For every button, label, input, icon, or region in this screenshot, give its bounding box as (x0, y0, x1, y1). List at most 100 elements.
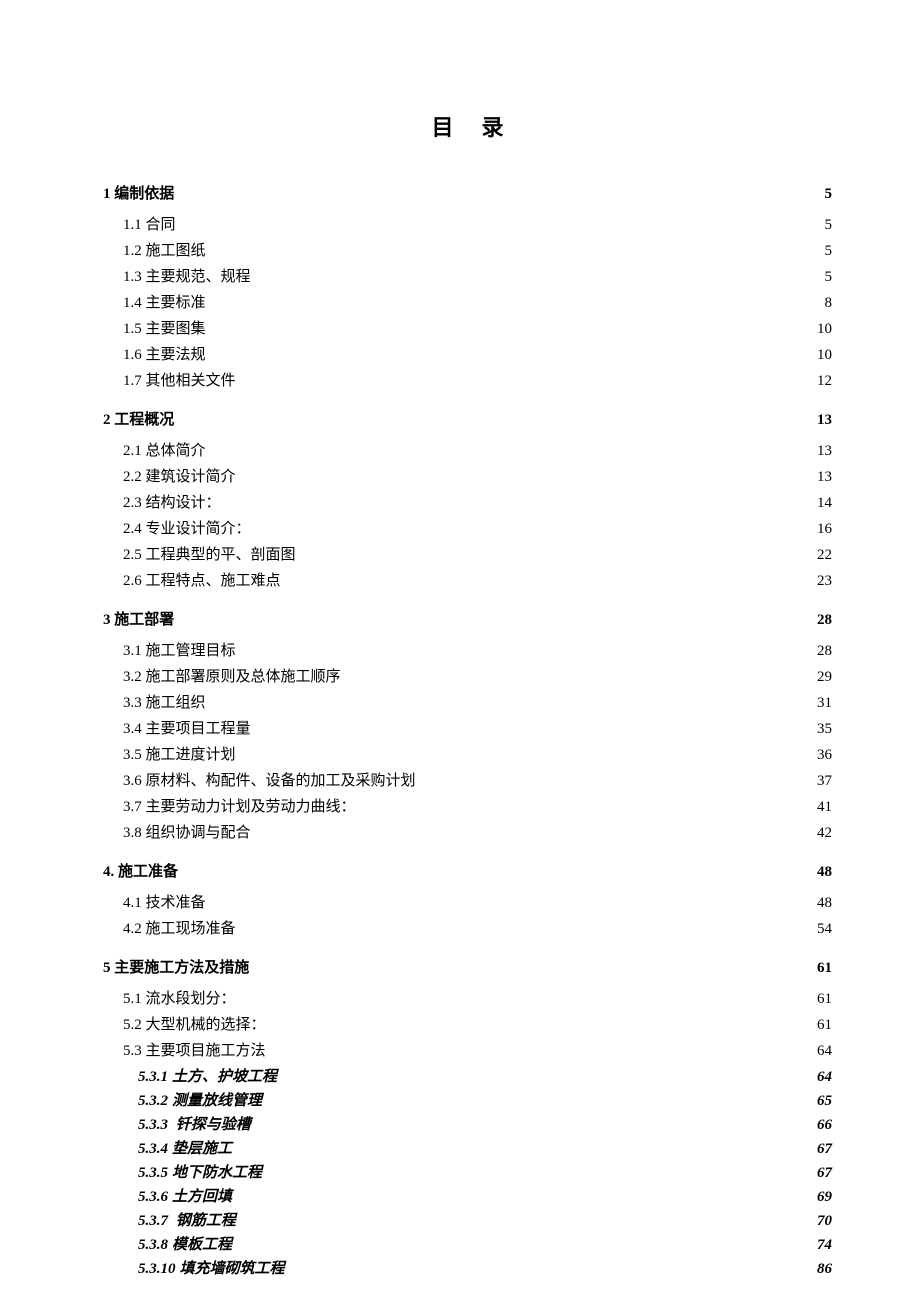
toc-entry: 3.2 施工部署原则及总体施工顺序29 (103, 665, 832, 686)
toc-entry-page: 31 (817, 695, 832, 712)
toc-entry-label: 1.3 主要规范、规程 (123, 265, 251, 286)
toc-subentry-text: 钢筋工程 (172, 1213, 236, 1229)
toc-entry-page: 12 (817, 373, 832, 390)
toc-subentry: 5.3.1土方、护坡工程64 (103, 1065, 832, 1086)
toc-subentry: 5.3.8模板工程 74 (103, 1233, 832, 1254)
toc-entry-page: 35 (817, 721, 832, 738)
toc-subentry: 5.3.6土方回填 69 (103, 1185, 832, 1206)
toc-entry-label: 2.4 专业设计简介： (123, 517, 251, 538)
toc-entry: 4.2 施工现场准备 54 (103, 917, 832, 938)
toc-subentry-text: 测量放线管理 (172, 1093, 262, 1109)
toc-subentry-number: 5.3.2 (138, 1093, 168, 1109)
toc-entry-label: 1.1 合同 (123, 213, 176, 234)
toc-entry-label: 1.2 施工图纸 (123, 239, 206, 260)
toc-subentry-number: 5.3.10 (138, 1261, 176, 1277)
toc-section-label: 3 施工部署 (103, 608, 174, 629)
toc-subentry-text: 地下防水工程 (172, 1165, 262, 1181)
toc-entry: 3.7 主要劳动力计划及劳动力曲线： 41 (103, 795, 832, 816)
toc-section-page: 13 (817, 412, 832, 429)
toc-entry: 2.4 专业设计简介： 16 (103, 517, 832, 538)
toc-subentry: 5.3.10填充墙砌筑工程86 (103, 1257, 832, 1278)
toc-subentry-text: 钎探与验槽 (172, 1117, 251, 1133)
toc-section-label: 5 主要施工方法及措施 (103, 956, 249, 977)
toc-entry: 1.2 施工图纸 5 (103, 239, 832, 260)
toc-entry-page: 10 (817, 321, 832, 338)
toc-entry-page: 5 (825, 243, 833, 260)
toc-entry-label: 3.2 施工部署原则及总体施工顺序 (123, 665, 341, 686)
toc-entry: 3.6 原材料、构配件、设备的加工及采购计划 37 (103, 769, 832, 790)
toc-entry-label: 4.1 技术准备 (123, 891, 206, 912)
toc-subentry-number: 5.3.8 (138, 1237, 168, 1253)
toc-entry-label: 2.6 工程特点、施工难点 (123, 569, 281, 590)
toc-subentry-label: 5.3.6土方回填 (138, 1185, 232, 1206)
toc-entry: 3.3 施工组织 31 (103, 691, 832, 712)
toc-entry-page: 37 (817, 773, 832, 790)
toc-entry: 2.1 总体简介 13 (103, 439, 832, 460)
toc-subentry-label: 5.3.8模板工程 (138, 1233, 232, 1254)
toc-entry-page: 61 (817, 991, 832, 1008)
toc-entry: 2.5 工程典型的平、剖面图22 (103, 543, 832, 564)
toc-subentry: 5.3.2测量放线管理 65 (103, 1089, 832, 1110)
toc-entry-page: 61 (817, 1017, 832, 1034)
toc-entry-page: 5 (825, 217, 833, 234)
toc-subentry: 5.3.4垫层施工67 (103, 1137, 832, 1158)
toc-entry-page: 13 (817, 469, 832, 486)
toc-subentry-number: 5.3.7 (138, 1213, 168, 1229)
toc-entry: 2.6 工程特点、施工难点23 (103, 569, 832, 590)
toc-entry: 2.2 建筑设计简介 13 (103, 465, 832, 486)
toc-section-page: 28 (817, 612, 832, 629)
toc-subentry-page: 74 (817, 1237, 832, 1254)
toc-entry: 3.8 组织协调与配合42 (103, 821, 832, 842)
toc-entry-label: 2.1 总体简介 (123, 439, 206, 460)
toc-entry-label: 2.2 建筑设计简介 (123, 465, 236, 486)
toc-entry-page: 16 (817, 521, 832, 538)
toc-entry-page: 28 (817, 643, 832, 660)
toc-entry-label: 3.5 施工进度计划 (123, 743, 236, 764)
toc-section-heading: 5 主要施工方法及措施61 (103, 956, 832, 977)
toc-subentry-number: 5.3.1 (138, 1069, 168, 1085)
toc-entry-label: 1.5 主要图集 (123, 317, 206, 338)
toc-entry-page: 36 (817, 747, 832, 764)
toc-entry-label: 3.7 主要劳动力计划及劳动力曲线： (123, 795, 356, 816)
toc-subentry-label: 5.3.3 钎探与验槽 (138, 1113, 251, 1134)
toc-subentry-text: 模板工程 (172, 1237, 232, 1253)
toc-subentry-number: 5.3.4 (138, 1141, 168, 1157)
toc-subentry-text: 填充墙砌筑工程 (180, 1261, 285, 1277)
toc-entry-page: 5 (825, 269, 833, 286)
toc-subentry-number: 5.3.5 (138, 1165, 168, 1181)
toc-entry-page: 64 (817, 1043, 832, 1060)
toc-subentry: 5.3.3 钎探与验槽66 (103, 1113, 832, 1134)
toc-entry-label: 3.3 施工组织 (123, 691, 206, 712)
toc-subentry-number: 5.3.6 (138, 1189, 168, 1205)
toc-subentry-page: 69 (817, 1189, 832, 1206)
toc-entry: 5.3 主要项目施工方法 64 (103, 1039, 832, 1060)
toc-subentry-number: 5.3.3 (138, 1117, 168, 1133)
toc-entry: 1.6 主要法规10 (103, 343, 832, 364)
toc-subentry: 5.3.7 钢筋工程70 (103, 1209, 832, 1230)
toc-entry: 3.4 主要项目工程量 35 (103, 717, 832, 738)
toc-entry-label: 5.2 大型机械的选择： (123, 1013, 266, 1034)
toc-section-heading: 4. 施工准备48 (103, 860, 832, 881)
toc-subentry: 5.3.5地下防水工程67 (103, 1161, 832, 1182)
toc-section-heading: 2 工程概况13 (103, 408, 832, 429)
toc-entry: 1.7 其他相关文件12 (103, 369, 832, 390)
toc-entry-page: 8 (825, 295, 833, 312)
toc-entry: 1.3 主要规范、规程 5 (103, 265, 832, 286)
toc-entry-page: 54 (817, 921, 832, 938)
toc-entry-page: 13 (817, 443, 832, 460)
toc-entry-label: 1.4 主要标准 (123, 291, 206, 312)
toc-entry-page: 42 (817, 825, 832, 842)
toc-entry-label: 4.2 施工现场准备 (123, 917, 236, 938)
toc-entry-page: 48 (817, 895, 832, 912)
toc-entry-label: 3.6 原材料、构配件、设备的加工及采购计划 (123, 769, 416, 790)
toc-entry-label: 5.3 主要项目施工方法 (123, 1039, 266, 1060)
toc-section-heading: 3 施工部署 28 (103, 608, 832, 629)
toc-subentry-text: 垫层施工 (172, 1141, 232, 1157)
toc-section-page: 48 (817, 864, 832, 881)
toc-subentry-label: 5.3.5地下防水工程 (138, 1161, 262, 1182)
toc-entry-label: 3.4 主要项目工程量 (123, 717, 251, 738)
toc-subentry-page: 65 (817, 1093, 832, 1110)
toc-entry-page: 41 (817, 799, 832, 816)
toc-entry: 1.5 主要图集 10 (103, 317, 832, 338)
toc-entry-page: 14 (817, 495, 832, 512)
